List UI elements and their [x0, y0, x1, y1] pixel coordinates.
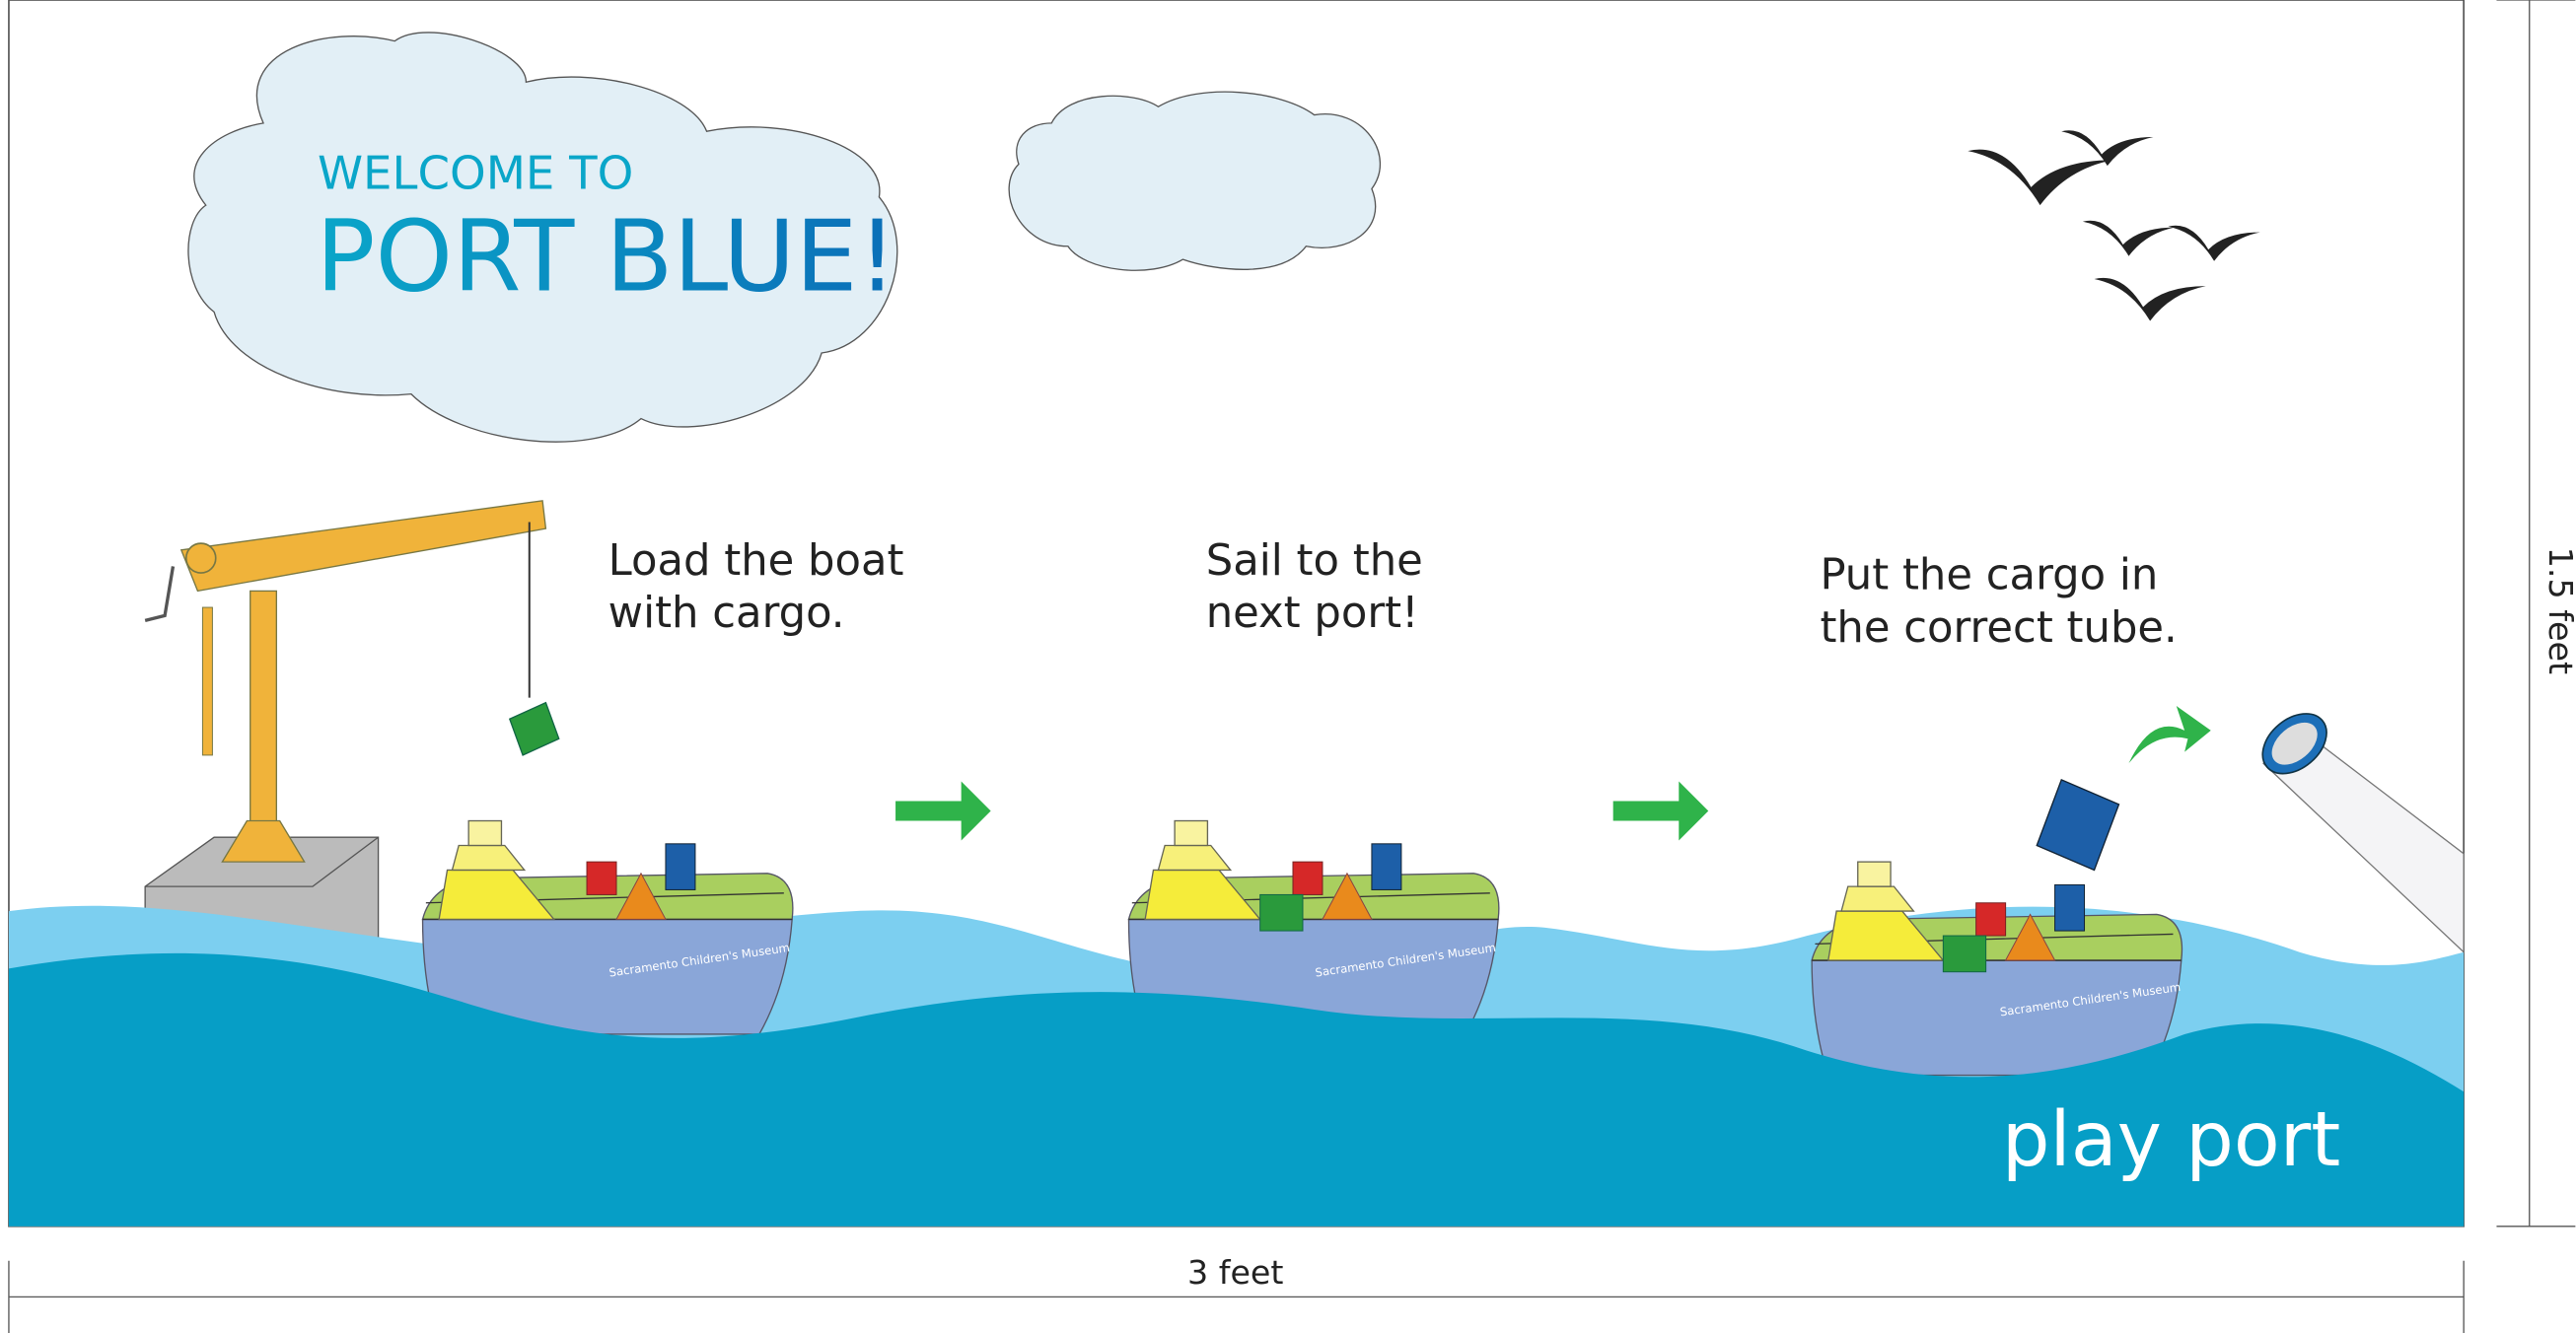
welcome-text: WELCOME TO — [318, 146, 633, 199]
page: {"header": {"welcome": "WELCOME TO", "ti… — [0, 0, 2576, 1333]
panel-artwork: WELCOME TO PORT BLUE! Sacramento Childre… — [0, 0, 2576, 1333]
title-text: PORT BLUE! — [316, 199, 896, 315]
height-label: 1.5 feet — [2541, 547, 2576, 674]
brand-text: play port — [2002, 1096, 2340, 1184]
step-text: next port! — [1206, 589, 1419, 638]
step-text: with cargo. — [608, 589, 845, 638]
step-text: Sail to the — [1206, 536, 1423, 586]
step-text: Put the cargo in — [1820, 551, 2158, 600]
small-cloud — [1009, 92, 1380, 270]
step-text: Load the boat — [608, 536, 904, 586]
step-text: the correct tube. — [1820, 603, 2177, 653]
width-label: 3 feet — [1187, 1253, 1284, 1292]
